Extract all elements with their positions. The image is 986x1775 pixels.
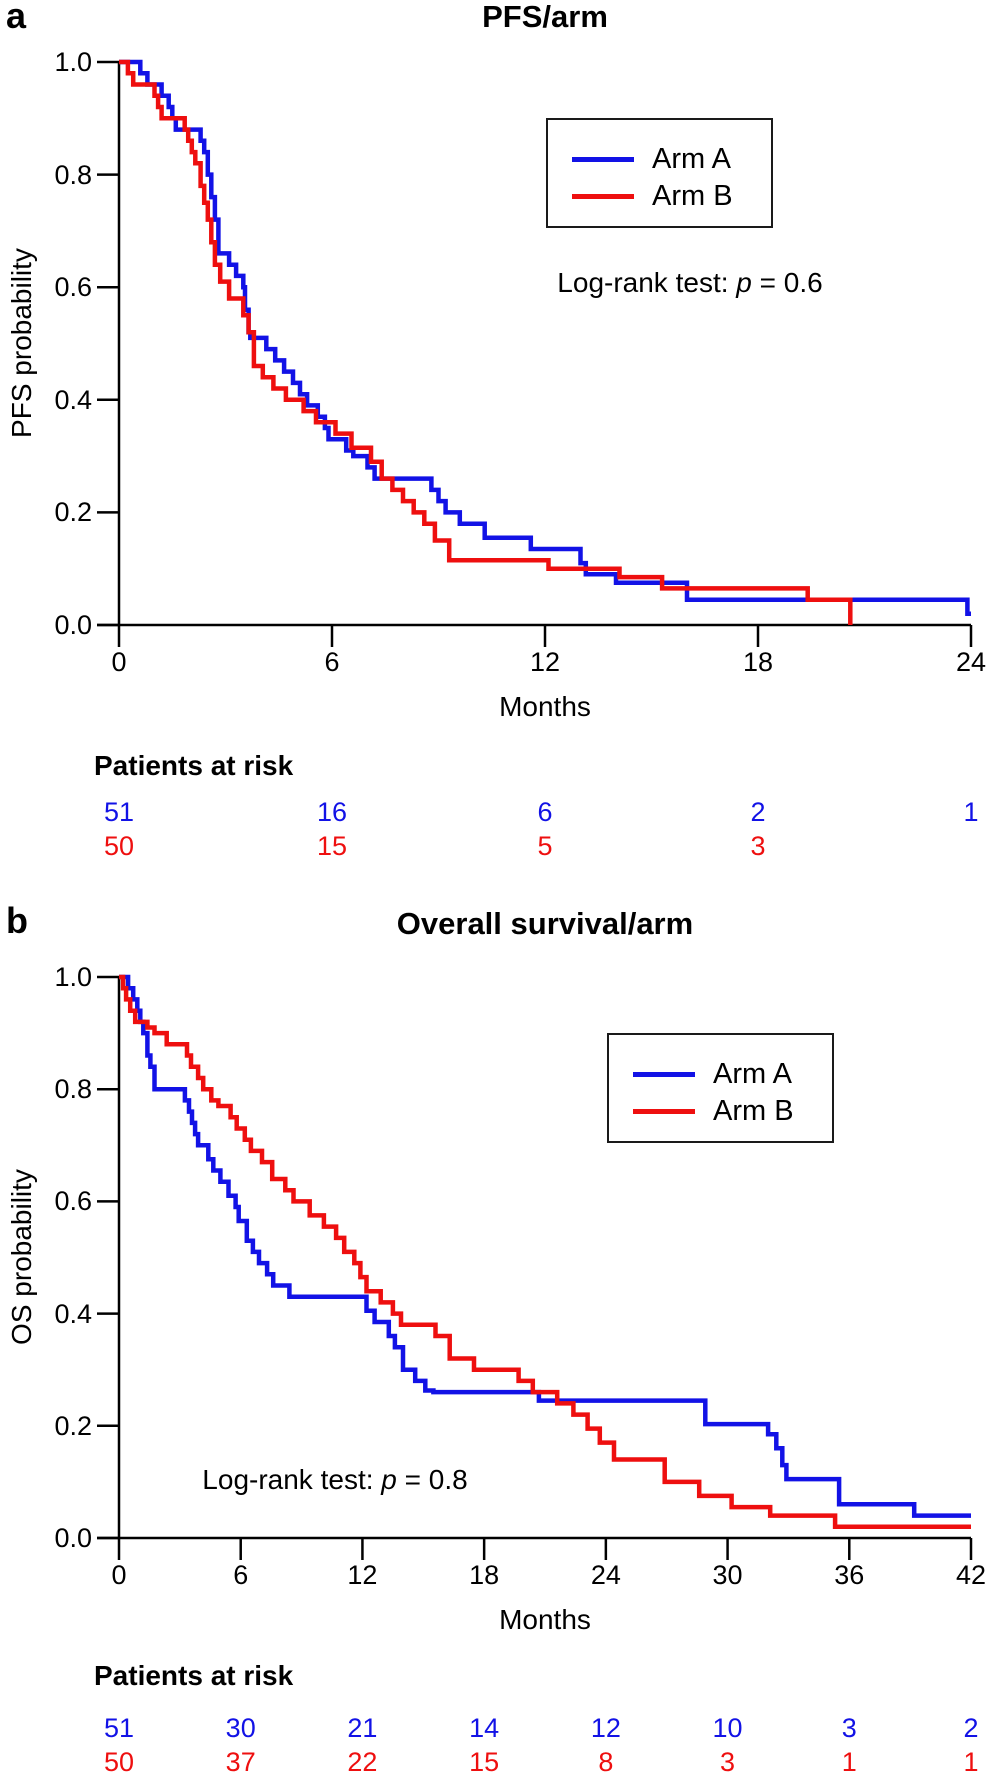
- panel-b-logrank-annotation: Log-rank test: p = 0.8: [202, 1464, 468, 1495]
- curve-arm-a: [119, 59, 971, 616]
- legend-label-arm-a: Arm A: [652, 142, 731, 175]
- legend-entry-arm-a: Arm A: [572, 141, 731, 177]
- legend-entry-arm-a: Arm A: [633, 1056, 792, 1092]
- curve-arm-b: [119, 974, 971, 1530]
- legend-label-arm-a: Arm A: [713, 1057, 792, 1090]
- legend-label-arm-b: Arm B: [713, 1094, 794, 1127]
- arm-a-line-swatch: [572, 156, 634, 162]
- curve-arm-a: [119, 974, 971, 1518]
- legend-entry-arm-b: Arm B: [633, 1093, 794, 1129]
- legend-entry-arm-b: Arm B: [572, 178, 733, 214]
- legend-label-arm-b: Arm B: [652, 179, 733, 212]
- panel-a-title: PFS/arm: [482, 0, 608, 34]
- panel-b-letter: b: [6, 900, 28, 941]
- arm-a-line-swatch: [633, 1071, 695, 1077]
- curve-arm-b: [119, 59, 853, 625]
- arm-b-line-swatch: [633, 1108, 695, 1114]
- panel-a-y-axis-label: PFS probability: [6, 248, 37, 438]
- panel-a-logrank-annotation: Log-rank test: p = 0.6: [557, 267, 823, 298]
- panel-b-y-axis-label: OS probability: [6, 1169, 37, 1345]
- panel-a-letter: a: [6, 0, 27, 36]
- panel-a-legend: Arm A Arm B: [546, 118, 773, 228]
- panel-b-legend: Arm A Arm B: [607, 1033, 834, 1143]
- arm-b-line-swatch: [572, 193, 634, 199]
- panel-b-x-axis-label: Months: [499, 1604, 591, 1635]
- panel-a-risk-table-header: Patients at risk: [94, 750, 294, 781]
- panel-b-title: Overall survival/arm: [396, 906, 694, 941]
- panel-a-x-axis-label: Months: [499, 691, 591, 722]
- panel-b-risk-table-header: Patients at risk: [94, 1660, 294, 1691]
